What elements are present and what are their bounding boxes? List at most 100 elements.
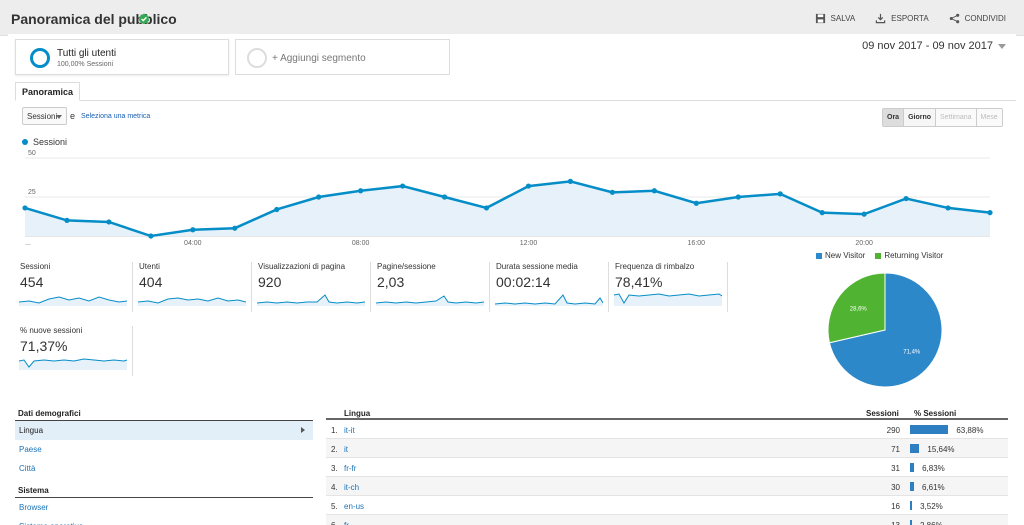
data-point[interactable] <box>861 211 867 217</box>
data-point[interactable] <box>64 217 70 223</box>
metric-label: Frequenza di rimbalzo <box>615 262 695 271</box>
metric-tile-pageviews[interactable]: Visualizzazioni di pagina 920 <box>253 262 371 312</box>
segment-ring-icon <box>30 48 50 68</box>
data-point[interactable] <box>651 188 657 194</box>
sparkline <box>138 297 246 306</box>
share-button[interactable]: CONDIVIDI <box>949 13 1006 24</box>
metric-dropdown[interactable]: Sessioni <box>22 107 67 125</box>
data-point[interactable] <box>693 200 699 206</box>
data-point[interactable] <box>945 205 951 211</box>
save-label: SALVA <box>830 14 856 23</box>
legend-dot-icon <box>22 139 28 145</box>
column-header-sessioni[interactable]: Sessioni <box>866 409 899 418</box>
language-link[interactable]: fr <box>344 521 349 525</box>
report-panel: Tutti gli utenti 100,00% Sessioni + Aggi… <box>8 34 1016 525</box>
language-link[interactable]: it <box>344 445 348 454</box>
metric-tile-pages-per-session[interactable]: Pagine/sessione 2,03 <box>372 262 490 312</box>
chart-legend: Sessioni <box>22 137 67 147</box>
language-link[interactable]: fr-fr <box>344 464 357 473</box>
segment-all-users[interactable]: Tutti gli utenti 100,00% Sessioni <box>15 39 229 75</box>
sessions-value: 290 <box>886 426 900 435</box>
data-point[interactable] <box>316 194 322 200</box>
row-number: 6. <box>331 521 338 525</box>
pie-slice[interactable] <box>828 272 943 388</box>
save-button[interactable]: SALVA <box>815 13 856 24</box>
pie-legend-returning[interactable]: Returning Visitor <box>875 251 943 260</box>
chevron-down-icon <box>998 43 1006 49</box>
column-header-pct: % Sessioni <box>914 409 957 418</box>
table-row: 6. fr 13 2,86% <box>326 515 1008 525</box>
metric-label: % nuove sessioni <box>20 326 83 335</box>
segment-name: Tutti gli utenti <box>57 48 117 59</box>
share-bar <box>910 482 914 491</box>
nav-item-sistema-operativo[interactable]: Sistema operativo <box>15 517 313 525</box>
data-point[interactable] <box>22 205 28 211</box>
chevron-right-icon <box>301 427 305 433</box>
data-point[interactable] <box>274 206 280 213</box>
tab-panoramica[interactable]: Panoramica <box>15 82 81 101</box>
nav-item-lingua[interactable]: Lingua <box>15 421 313 440</box>
data-point[interactable] <box>735 194 741 200</box>
data-point[interactable] <box>567 178 574 184</box>
language-link[interactable]: en-us <box>344 502 365 511</box>
metric-tile-avg-duration[interactable]: Durata sessione media 00:02:14 <box>491 262 609 312</box>
data-point[interactable] <box>483 205 490 211</box>
period-hour-button[interactable]: Ora <box>883 109 905 126</box>
series-line <box>24 180 991 238</box>
language-link[interactable]: it-ch <box>344 483 360 492</box>
data-point[interactable] <box>525 183 532 189</box>
period-week-button: Settimana <box>936 109 977 126</box>
nav-item-paese[interactable]: Paese <box>19 445 42 454</box>
share-percent: 6,83% <box>922 464 945 473</box>
add-segment-button[interactable]: + Aggiungi segmento <box>235 39 450 75</box>
share-bar <box>910 520 912 525</box>
metric-value: 00:02:14 <box>496 274 551 290</box>
nav-item-citta[interactable]: Città <box>19 464 36 473</box>
metric-joiner: e <box>70 111 76 121</box>
row-number: 1. <box>331 426 338 435</box>
data-point[interactable] <box>777 191 783 197</box>
sessions-value: 13 <box>866 521 900 525</box>
data-point[interactable] <box>441 194 448 200</box>
sistema-heading: Sistema <box>18 486 49 495</box>
metric-label: Pagine/sessione <box>377 262 436 271</box>
pie-slice-label: 71,4% <box>903 349 921 355</box>
sessions-value: 30 <box>891 483 900 492</box>
metric-tile-users[interactable]: Utenti 404 <box>134 262 252 312</box>
table-row: 5. en-us 16 3,52% <box>326 496 1008 515</box>
legend-series-name: Sessioni <box>33 137 68 147</box>
metric-tile-new-sessions[interactable]: % nuove sessioni 71,37% <box>15 326 133 376</box>
export-button[interactable]: ESPORTA <box>875 13 929 24</box>
data-point[interactable] <box>903 195 909 202</box>
y-tick-label: 25 <box>28 189 36 196</box>
metric-tile-bounce-rate[interactable]: Frequenza di rimbalzo 78,41% <box>610 262 728 312</box>
pie-legend-new[interactable]: New Visitor <box>816 251 865 260</box>
data-point[interactable] <box>148 233 154 239</box>
data-point[interactable] <box>190 227 196 233</box>
nav-item-browser[interactable]: Browser <box>19 503 49 512</box>
sparkline <box>376 295 484 306</box>
metric-label: Durata sessione media <box>496 262 578 271</box>
segment-share: 100,00% Sessioni <box>57 61 114 68</box>
data-point[interactable] <box>358 188 364 194</box>
dropdown-caret-icon <box>56 115 62 119</box>
date-range-picker[interactable]: 09 nov 2017 - 09 nov 2017 <box>862 40 1006 52</box>
pie-legend-label: Returning Visitor <box>884 251 944 260</box>
row-number: 2. <box>331 445 338 454</box>
data-point[interactable] <box>609 189 615 195</box>
pie-slice[interactable] <box>827 272 886 344</box>
data-point[interactable] <box>232 225 238 231</box>
table-row: 4. it-ch 30 6,61% <box>326 477 1008 496</box>
header-bar: Panoramica del pubblico SALVA ESPORTA CO… <box>0 0 1024 36</box>
language-link[interactable]: it-it <box>344 426 355 435</box>
data-point[interactable] <box>400 183 406 189</box>
column-header-lingua: Lingua <box>344 409 371 418</box>
metric-tile-sessions[interactable]: Sessioni 454 <box>15 262 133 312</box>
x-tick-label: 16:00 <box>688 240 706 246</box>
data-point[interactable] <box>106 219 112 225</box>
data-point[interactable] <box>819 210 825 216</box>
select-metric-link[interactable]: Seleziona una metrica <box>81 113 151 120</box>
data-point[interactable] <box>987 210 993 216</box>
period-day-button[interactable]: Giorno <box>904 109 937 126</box>
sparkline <box>614 293 722 306</box>
